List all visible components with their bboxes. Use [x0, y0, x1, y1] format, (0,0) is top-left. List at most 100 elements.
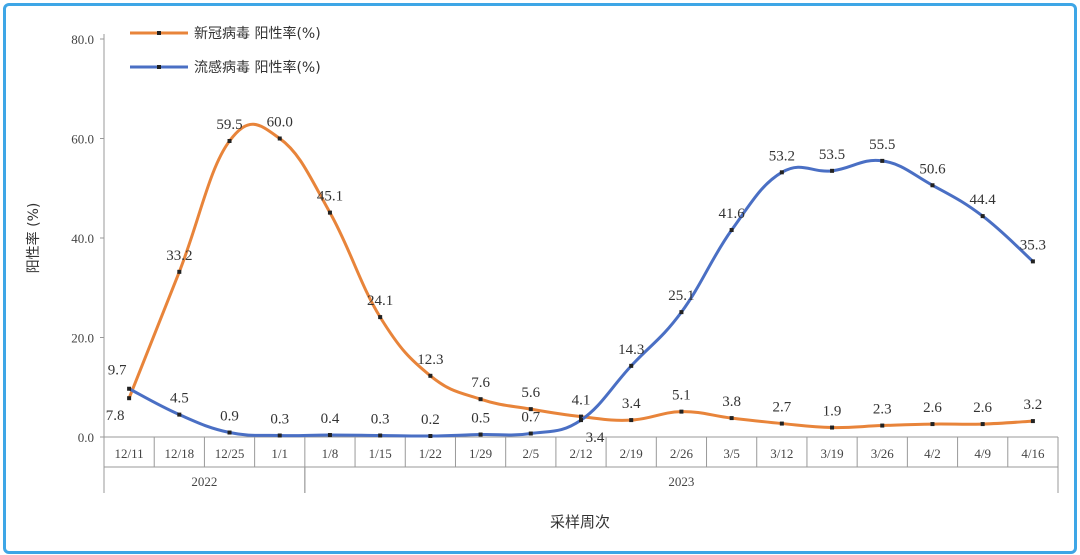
data-point: [327, 433, 332, 438]
x-tick-label: 3/5: [723, 446, 740, 461]
data-point: [779, 421, 784, 426]
legend-label-0: 新冠病毒 阳性率(%): [194, 25, 321, 42]
x-tick-label: 1/22: [419, 446, 442, 461]
data-point: [428, 373, 433, 378]
data-label: 4.5: [170, 391, 189, 407]
x-tick-label: 3/19: [820, 446, 843, 461]
data-label: 33.2: [166, 248, 192, 264]
data-label: 53.2: [769, 148, 795, 164]
data-label: 24.1: [367, 293, 393, 309]
x-tick-label: 1/15: [369, 446, 392, 461]
x-tick-label: 4/2: [924, 446, 941, 461]
data-point: [227, 430, 232, 435]
data-label: 2.6: [923, 400, 942, 416]
data-label: 3.4: [586, 430, 605, 446]
x-tick-label: 1/29: [469, 446, 492, 461]
data-point: [1030, 419, 1035, 424]
data-point: [729, 416, 734, 421]
x-tick-label: 3/12: [770, 446, 793, 461]
data-label: 5.1: [672, 388, 691, 404]
x-tick-label: 4/9: [974, 446, 991, 461]
data-label: 50.6: [919, 161, 946, 177]
x-tick-label: 4/16: [1021, 446, 1045, 461]
x-tick-label: 3/26: [871, 446, 895, 461]
data-label: 3.4: [622, 396, 641, 412]
x-tick-label: 12/18: [165, 446, 195, 461]
data-label: 2.7: [772, 400, 791, 416]
data-label: 5.6: [521, 385, 540, 401]
data-point: [579, 414, 583, 419]
data-point: [980, 422, 985, 427]
data-point: [177, 412, 182, 417]
x-axis-title: 采样周次: [550, 513, 610, 531]
data-point: [528, 431, 533, 436]
data-label: 3.8: [722, 394, 741, 410]
data-label: 0.3: [270, 412, 289, 428]
data-label: 9.7: [108, 363, 127, 379]
data-point: [629, 418, 634, 423]
data-label: 14.3: [618, 342, 644, 358]
data-point: [830, 168, 835, 173]
y-tick-label: 0.0: [78, 430, 94, 445]
data-point: [679, 409, 684, 414]
data-point: [930, 422, 935, 427]
data-label: 7.6: [471, 375, 490, 391]
legend-label-1: 流感病毒 阳性率(%): [194, 59, 321, 76]
data-point: [880, 423, 885, 428]
data-label: 7.8: [106, 408, 125, 424]
chart-frame: [3, 3, 1077, 554]
data-label: 41.6: [719, 206, 746, 222]
data-point: [478, 432, 483, 437]
data-point: [830, 425, 835, 430]
data-point: [277, 136, 282, 141]
data-point: [478, 397, 483, 402]
data-label: 60.0: [267, 115, 293, 131]
data-point: [378, 315, 383, 320]
data-label: 0.3: [371, 412, 390, 428]
y-tick-label: 40.0: [71, 231, 94, 246]
data-point: [729, 228, 734, 233]
data-label: 0.7: [521, 410, 540, 426]
data-label: 45.1: [317, 189, 343, 205]
data-label: 0.9: [220, 409, 239, 425]
data-point: [227, 138, 232, 143]
y-axis-title: 阳性率 (%): [25, 203, 42, 274]
data-label: 25.1: [668, 288, 694, 304]
data-point: [378, 433, 383, 438]
data-label: 59.5: [216, 117, 242, 133]
data-point: [127, 396, 132, 401]
data-label: 0.4: [321, 411, 340, 427]
x-tick-label: 2/19: [620, 446, 643, 461]
data-point: [528, 407, 533, 412]
y-tick-label: 20.0: [71, 331, 94, 346]
data-point: [579, 418, 583, 423]
year-label: 2022: [191, 474, 217, 489]
data-point: [428, 434, 433, 439]
data-label: 4.1: [572, 393, 591, 409]
data-label: 2.3: [873, 402, 892, 418]
data-label: 12.3: [417, 352, 443, 368]
data-point: [127, 386, 132, 391]
data-label: 0.5: [471, 411, 490, 427]
y-tick-label: 80.0: [71, 32, 94, 47]
data-label: 2.6: [973, 400, 992, 416]
legend-marker: [157, 31, 161, 35]
x-tick-label: 1/1: [271, 446, 288, 461]
data-point: [980, 214, 985, 219]
data-point: [327, 210, 332, 215]
data-point: [930, 183, 935, 188]
x-tick-label: 2/12: [569, 446, 592, 461]
series-line-0: [127, 122, 1033, 430]
x-tick-label: 12/25: [215, 446, 245, 461]
data-label: 3.2: [1024, 397, 1043, 413]
data-point: [779, 170, 784, 175]
data-point: [679, 310, 684, 315]
data-label: 53.5: [819, 147, 845, 163]
x-tick-label: 12/11: [115, 446, 144, 461]
year-label: 2023: [668, 474, 694, 489]
data-label: 0.2: [421, 412, 440, 428]
data-point: [277, 433, 282, 438]
data-point: [629, 363, 634, 368]
x-tick-label: 2/26: [670, 446, 694, 461]
data-label: 35.3: [1020, 237, 1046, 253]
